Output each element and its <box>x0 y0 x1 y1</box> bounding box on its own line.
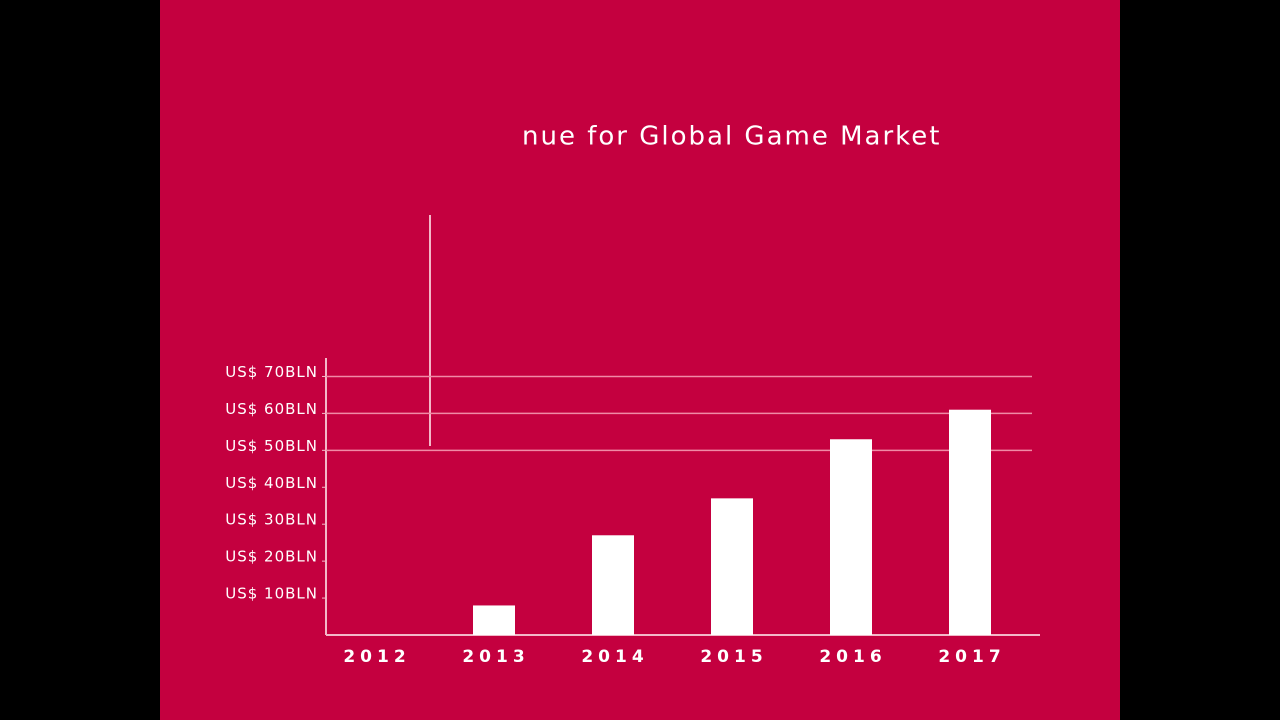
bar <box>949 409 991 635</box>
x-tick-label: 2017 <box>938 647 1005 667</box>
y-tick-label: US$ 30BLN <box>225 511 318 529</box>
x-tick-label: 2015 <box>700 647 767 667</box>
y-tick-label: US$ 10BLN <box>225 585 318 603</box>
bar <box>830 439 872 635</box>
bar <box>473 605 515 635</box>
x-tick-label: 2014 <box>581 647 648 667</box>
y-tick-label: US$ 70BLN <box>225 363 318 381</box>
x-tick-label: 2012 <box>343 647 410 667</box>
chart-title: nue for Global Game Market <box>522 122 941 152</box>
bar <box>711 498 753 635</box>
y-tick-label: US$ 60BLN <box>225 400 318 418</box>
y-tick-label: US$ 20BLN <box>225 548 318 566</box>
x-tick-label: 2013 <box>462 647 529 667</box>
y-tick-label: US$ 40BLN <box>225 474 318 492</box>
x-tick-label: 2016 <box>819 647 886 667</box>
bar <box>592 535 634 635</box>
y-tick-label: US$ 50BLN <box>225 437 318 455</box>
